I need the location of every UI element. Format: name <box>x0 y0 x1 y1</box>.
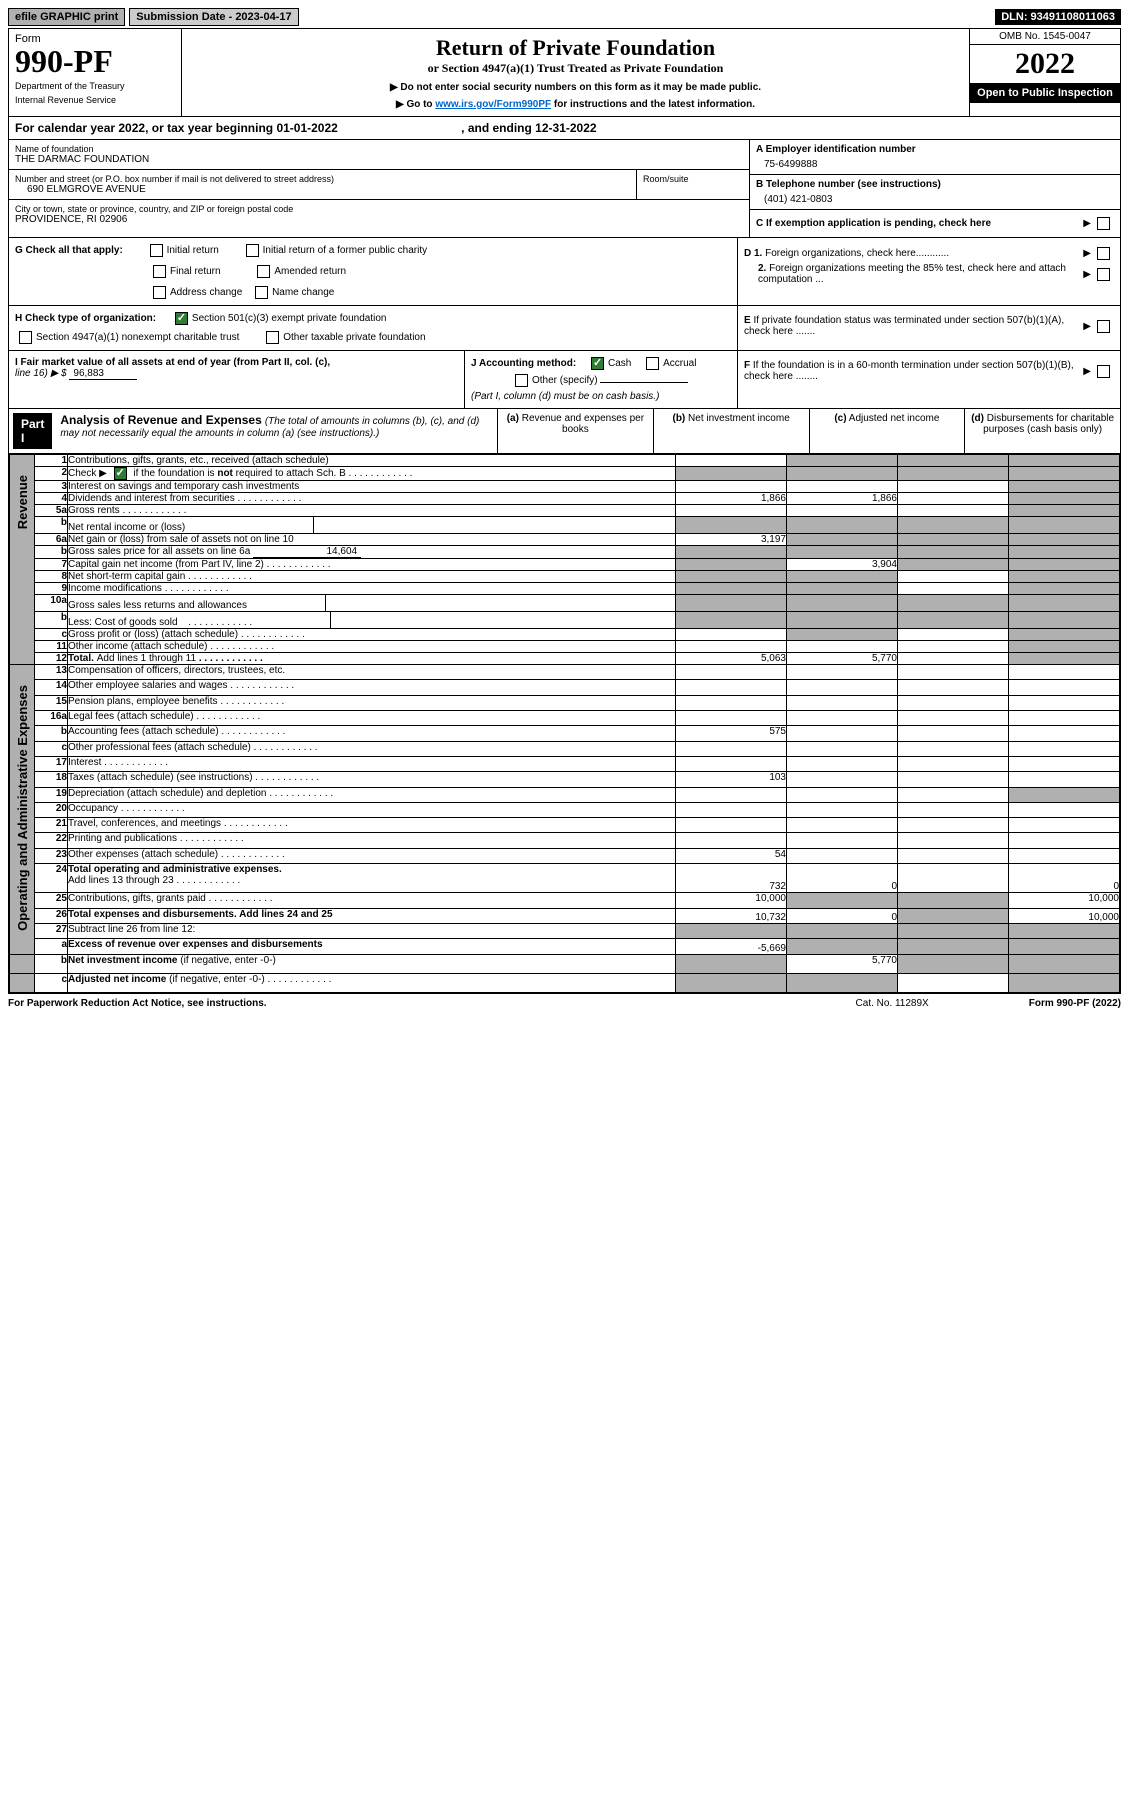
analysis-table: Revenue 1Contributions, gifts, grants, e… <box>9 454 1120 993</box>
expenses-side-label: Operating and Administrative Expenses <box>13 665 32 951</box>
final-return-checkbox[interactable] <box>153 265 166 278</box>
name-label: Name of foundation <box>15 144 743 154</box>
fmv-value: 96,883 <box>69 368 137 380</box>
phone-value: (401) 421-0803 <box>756 190 1114 205</box>
open-inspection: Open to Public Inspection <box>970 83 1120 103</box>
f-checkbox[interactable] <box>1097 365 1110 378</box>
address-change-checkbox[interactable] <box>153 286 166 299</box>
d1-checkbox[interactable] <box>1097 247 1110 260</box>
501c3-checkbox[interactable] <box>175 312 188 325</box>
cat-number: Cat. No. 11289X <box>856 998 929 1009</box>
part1-title: Analysis of Revenue and Expenses <box>60 413 261 427</box>
col-c-header: (c) Adjusted net income <box>809 409 965 453</box>
exemption-checkbox[interactable] <box>1097 217 1110 230</box>
instruction-1: ▶ Do not enter social security numbers o… <box>188 82 963 93</box>
submission-date: Submission Date - 2023-04-17 <box>129 8 298 26</box>
initial-former-checkbox[interactable] <box>246 244 259 257</box>
room-suite-label: Room/suite <box>637 170 749 199</box>
initial-return-checkbox[interactable] <box>150 244 163 257</box>
street-address: 690 ELMGROVE AVENUE <box>15 184 630 195</box>
4947-checkbox[interactable] <box>19 331 32 344</box>
other-taxable-checkbox[interactable] <box>266 331 279 344</box>
ein-value: 75-6499888 <box>756 155 1114 170</box>
tax-year: 2022 <box>970 45 1120 83</box>
exemption-pending-label: C If exemption application is pending, c… <box>756 218 1079 229</box>
efile-button[interactable]: efile GRAPHIC print <box>8 8 125 26</box>
irs-label: Internal Revenue Service <box>15 95 175 105</box>
other-method-checkbox[interactable] <box>515 374 528 387</box>
ein-label: A Employer identification number <box>756 144 1114 155</box>
instruction-2: ▶ Go to www.irs.gov/Form990PF for instru… <box>188 99 963 110</box>
top-bar: efile GRAPHIC print Submission Date - 20… <box>8 8 1121 26</box>
col-d-header: (d) Disbursements for charitable purpose… <box>964 409 1120 453</box>
form-title: Return of Private Foundation <box>188 35 963 61</box>
d2-label: 2. Foreign organizations meeting the 85%… <box>744 263 1079 285</box>
irs-link[interactable]: www.irs.gov/Form990PF <box>435 99 551 110</box>
i-line16: line 16) ▶ $ <box>15 368 67 379</box>
form-container: Form 990-PF Department of the Treasury I… <box>8 28 1121 994</box>
part1-tag: Part I <box>13 413 52 449</box>
dept-treasury: Department of the Treasury <box>15 81 175 91</box>
omb-number: OMB No. 1545-0047 <box>970 29 1120 45</box>
j-label: J Accounting method: <box>471 358 576 369</box>
cash-checkbox[interactable] <box>591 357 604 370</box>
page-footer: For Paperwork Reduction Act Notice, see … <box>8 994 1121 1013</box>
accrual-checkbox[interactable] <box>646 357 659 370</box>
paperwork-notice: For Paperwork Reduction Act Notice, see … <box>8 998 267 1009</box>
d2-checkbox[interactable] <box>1097 268 1110 281</box>
amended-return-checkbox[interactable] <box>257 265 270 278</box>
i-label: I Fair market value of all assets at end… <box>15 357 330 368</box>
phone-label: B Telephone number (see instructions) <box>756 179 1114 190</box>
form-number: 990-PF <box>15 45 175 77</box>
name-change-checkbox[interactable] <box>255 286 268 299</box>
dln-label: DLN: 93491108011063 <box>995 9 1121 25</box>
j-note: (Part I, column (d) must be on cash basi… <box>471 391 731 402</box>
e-checkbox[interactable] <box>1097 320 1110 333</box>
g-label: G Check all that apply: <box>15 245 123 256</box>
sch-b-checkbox[interactable] <box>114 467 127 480</box>
city-state-zip: PROVIDENCE, RI 02906 <box>15 214 743 225</box>
calendar-year-row: For calendar year 2022, or tax year begi… <box>9 117 1120 140</box>
city-label: City or town, state or province, country… <box>15 204 743 214</box>
form-footer-label: Form 990-PF (2022) <box>1029 998 1121 1009</box>
col-b-header: (b) Net investment income <box>653 409 809 453</box>
h-label: H Check type of organization: <box>15 313 156 324</box>
col-a-header: (a) Revenue and expenses per books <box>497 409 653 453</box>
form-subtitle: or Section 4947(a)(1) Trust Treated as P… <box>188 61 963 76</box>
revenue-side-label: Revenue <box>13 455 32 549</box>
d1-label: D 1. Foreign organizations, check here..… <box>744 248 1079 259</box>
e-label: E If private foundation status was termi… <box>744 315 1079 337</box>
f-label: F If the foundation is in a 60-month ter… <box>744 360 1079 382</box>
address-label: Number and street (or P.O. box number if… <box>15 174 630 184</box>
foundation-name: THE DARMAC FOUNDATION <box>15 154 743 165</box>
